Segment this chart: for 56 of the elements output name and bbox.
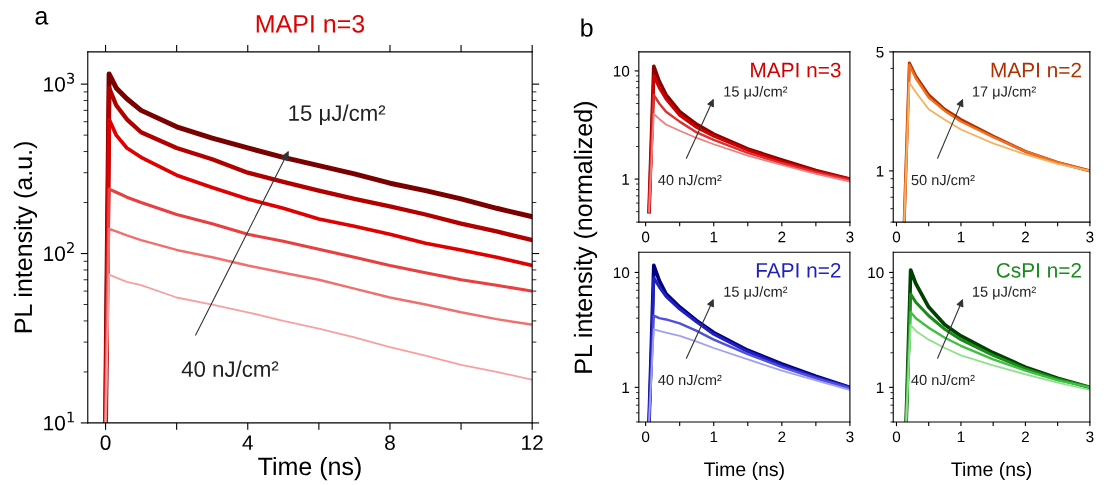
x-axis-title: Time (ns) <box>704 461 784 480</box>
x-tick-label: 4 <box>242 435 253 450</box>
y-tick-label: 1 <box>622 174 630 185</box>
annotation: 15 μJ/cm² <box>724 85 788 100</box>
x-tick-label: 0 <box>100 435 111 451</box>
annotation: 15 μJ/cm² <box>289 104 386 125</box>
y-tick-label: 5 <box>876 46 884 58</box>
annotation: 40 nJ/cm² <box>911 374 975 386</box>
y-tick-label: 1 <box>876 382 884 393</box>
chart-title: MAPI n=3 <box>256 14 365 33</box>
y-tick-label: 10$^{3}$ <box>44 72 75 92</box>
annotation: 40 nJ/cm² <box>181 360 279 377</box>
x-axis-title: Time (ns) <box>951 461 1032 480</box>
annotation: 17 μJ/cm² <box>973 85 1036 100</box>
y-tick-label: 10$^{1}$ <box>44 411 74 431</box>
line-series <box>648 113 850 213</box>
y-tick-label: 10 <box>613 267 630 279</box>
x-tick-label: 0 <box>641 431 650 443</box>
x-tick-label: 1 <box>710 231 718 243</box>
y-axis-title: PL intensity (a.u.) <box>13 142 38 333</box>
chart-title: CsPI n=2 <box>996 262 1081 278</box>
x-tick-label: 0 <box>892 231 901 243</box>
x-axis-title: Time (ns) <box>258 456 361 481</box>
line-series <box>104 273 533 423</box>
annotation: 15 μJ/cm² <box>724 286 788 300</box>
chart-title: FAPI n=2 <box>756 262 841 278</box>
line-series <box>104 227 533 423</box>
y-tick-label: 10 <box>613 65 630 77</box>
text: b <box>581 18 593 37</box>
x-tick-label: 1 <box>710 431 718 443</box>
annotation: 15 μJ/cm² <box>973 286 1036 300</box>
x-tick-label: 0 <box>892 431 901 443</box>
y-tick-label: 10 <box>868 267 884 279</box>
x-tick-label: 0 <box>641 231 650 243</box>
x-tick-label: 3 <box>846 231 854 243</box>
annotation: 50 nJ/cm² <box>911 174 975 186</box>
annotation: 40 nJ/cm² <box>658 174 722 186</box>
x-tick-label: 1 <box>957 431 965 443</box>
x-tick-label: 1 <box>957 231 965 243</box>
annotation: 40 nJ/cm² <box>658 374 722 386</box>
y-tick-label: 1 <box>876 165 884 177</box>
x-tick-label: 2 <box>1021 231 1029 243</box>
x-tick-label: 8 <box>385 435 395 451</box>
x-tick-label: 3 <box>1086 231 1094 243</box>
x-tick-label: 3 <box>846 431 854 443</box>
x-tick-label: 3 <box>1086 431 1094 443</box>
x-tick-label: 2 <box>778 231 786 243</box>
text: a <box>35 10 49 25</box>
x-tick-label: 2 <box>1021 431 1029 443</box>
y-tick-label: 1 <box>622 382 630 393</box>
y-tick-label: 10$^{2}$ <box>44 242 74 262</box>
x-tick-label: 12 <box>522 435 543 450</box>
chart-title: MAPI n=3 <box>751 62 841 78</box>
chart-title: MAPI n=2 <box>991 62 1081 78</box>
x-tick-label: 2 <box>778 431 786 443</box>
y-axis-title: PL intensity (normalized) <box>573 102 598 373</box>
